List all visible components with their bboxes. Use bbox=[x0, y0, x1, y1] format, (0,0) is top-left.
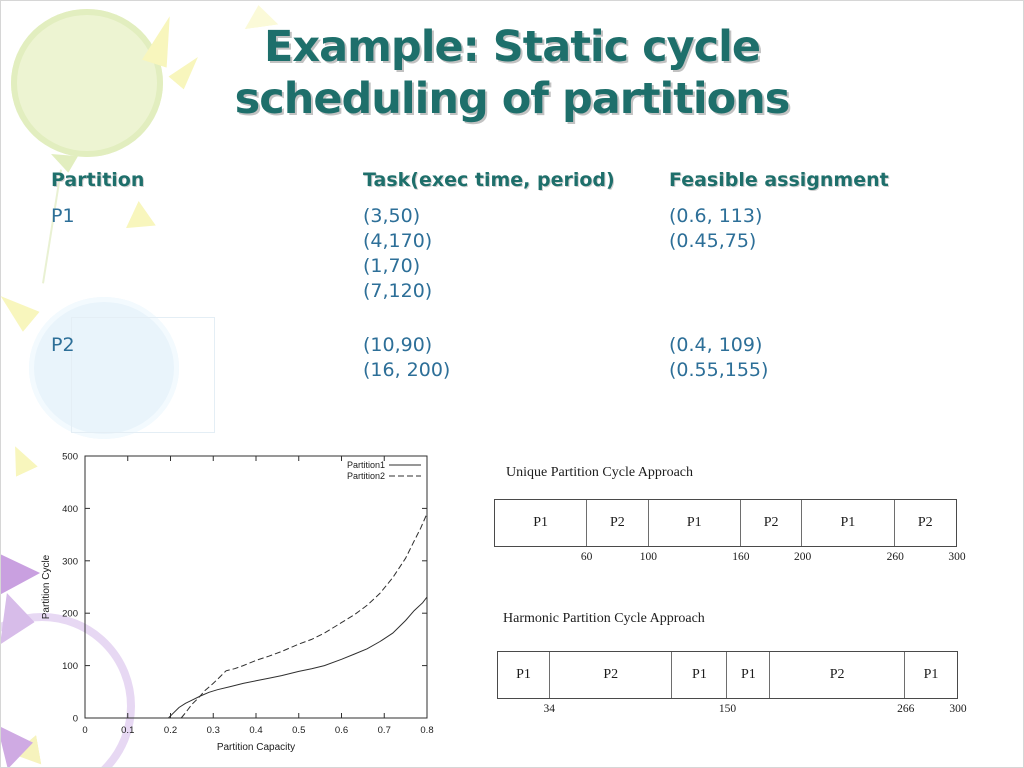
blue-balloon-decoration bbox=[29, 297, 179, 439]
task-cell: (3,50) (4,170) (1,70) (7,120) bbox=[363, 204, 432, 304]
task-cell: (10,90) (16, 200) bbox=[363, 333, 450, 383]
y-axis-label: Partition Cycle bbox=[41, 554, 52, 619]
legend-label: Partition2 bbox=[347, 471, 385, 481]
table-header-task: Task(exec time, period) bbox=[363, 169, 615, 191]
partition-cycle-chart: 0 0.1 0.2 0.3 0.4 0.5 0.6 0.7 0.8 0 100 200 300 400 50… bbox=[36, 446, 456, 761]
timeline-segment: P2 bbox=[770, 652, 905, 698]
timeline-segment: P1 bbox=[728, 652, 771, 698]
timeline-box: P1 P2 P1 P1 P2 P1 bbox=[497, 651, 958, 699]
x-tick-label: 0.8 bbox=[420, 725, 433, 736]
x-tick-label: 0.5 bbox=[292, 725, 305, 736]
timeline-tick-label: 200 bbox=[794, 551, 812, 563]
assignment-cell-line: (0.45,75) bbox=[669, 230, 757, 252]
series-line-partition1 bbox=[168, 596, 428, 719]
y-tick-label: 0 bbox=[73, 714, 78, 725]
x-tick-label: 0.6 bbox=[335, 725, 348, 736]
timeline-segment-label: P2 bbox=[829, 667, 845, 682]
timeline-segment: P1 bbox=[672, 652, 728, 698]
timeline-segment-label: P1 bbox=[923, 667, 939, 682]
yellow-ray-decoration bbox=[0, 286, 40, 332]
timeline-tick-label: 60 bbox=[580, 551, 593, 563]
y-tick-label: 500 bbox=[62, 452, 78, 463]
partition-cell: P1 bbox=[51, 204, 75, 229]
x-tick-label: 0.4 bbox=[249, 725, 262, 736]
legend-label: Partition1 bbox=[347, 460, 385, 470]
slide-title: Example: Static cycle scheduling of part… bbox=[1, 21, 1023, 125]
task-cell-line: (3,50) bbox=[363, 205, 421, 227]
x-tick-label: 0.3 bbox=[207, 725, 220, 736]
x-tick-label: 0.7 bbox=[378, 725, 391, 736]
timeline-tick-label: 34 bbox=[543, 703, 555, 715]
yellow-ray-decoration bbox=[4, 441, 38, 477]
harmonic-cycle-timeline: Harmonic Partition Cycle Approach P1 P2 P1… bbox=[497, 611, 967, 715]
timeline-segment: P1 bbox=[649, 500, 741, 546]
timeline-tick-label: 150 bbox=[718, 703, 737, 715]
timeline-ticks: 60 100 160 200 260 300 bbox=[494, 551, 966, 567]
assignment-cell: (0.4, 109) (0.55,155) bbox=[669, 333, 768, 383]
series-line-partition2 bbox=[180, 513, 428, 719]
timeline-box: P1 P2 P1 P2 P1 P2 bbox=[494, 499, 957, 547]
timeline-segment: P1 bbox=[498, 652, 551, 698]
task-cell-line: (1,70) bbox=[363, 255, 421, 277]
chart-canvas: 0 0.1 0.2 0.3 0.4 0.5 0.6 0.7 0.8 0 100 200 300 400 50… bbox=[41, 452, 434, 754]
partition-cell-line: P2 bbox=[51, 334, 75, 356]
assignment-cell-line: (0.6, 113) bbox=[669, 205, 763, 227]
timeline-segment: P2 bbox=[587, 500, 649, 546]
assignment-cell-line: (0.55,155) bbox=[669, 359, 769, 381]
timeline-tick-label: 260 bbox=[886, 551, 904, 563]
purple-balloon-decoration bbox=[1, 613, 135, 767]
timeline-segment-label: P2 bbox=[917, 515, 933, 530]
blue-square-decoration bbox=[71, 317, 215, 433]
task-cell-line: (10,90) bbox=[363, 334, 433, 356]
table-header-feasible: Feasible assignment bbox=[669, 169, 889, 191]
x-tick-label: 0 bbox=[82, 725, 87, 736]
timeline-segment-label: P1 bbox=[840, 515, 856, 530]
timeline-tick-label: 160 bbox=[732, 551, 750, 563]
timeline-segment-label: P2 bbox=[763, 515, 779, 530]
y-tick-label: 300 bbox=[62, 556, 78, 567]
x-axis-label: Partition Capacity bbox=[217, 742, 295, 753]
timeline-segment: P2 bbox=[550, 652, 673, 698]
timeline-title: Harmonic Partition Cycle Approach bbox=[503, 611, 705, 626]
timeline-segment: P1 bbox=[905, 652, 957, 698]
task-cell-line: (16, 200) bbox=[363, 359, 451, 381]
timeline-segment: P2 bbox=[895, 500, 956, 546]
y-tick-label: 200 bbox=[62, 609, 78, 620]
timeline-segment: P1 bbox=[495, 500, 588, 546]
x-tick-label: 0.2 bbox=[164, 725, 177, 736]
unique-cycle-timeline: Unique Partition Cycle Approach P1 P2 P1 P2… bbox=[494, 465, 966, 569]
slide-title-line2: scheduling of partitions bbox=[234, 74, 791, 124]
partition-cell: P2 bbox=[51, 333, 75, 358]
timeline-segment-label: P1 bbox=[741, 667, 756, 682]
timeline-tick-label: 100 bbox=[639, 551, 657, 563]
y-tick-label: 400 bbox=[62, 504, 78, 515]
green-balloon-decoration bbox=[11, 9, 163, 157]
timeline-segment-label: P1 bbox=[533, 515, 548, 530]
timeline-tick-label: 300 bbox=[948, 551, 966, 563]
task-cell-line: (7,120) bbox=[363, 280, 433, 302]
partition-cell-line: P1 bbox=[51, 205, 75, 227]
task-cell-line: (4,170) bbox=[363, 230, 433, 252]
y-tick-label: 100 bbox=[62, 661, 78, 672]
x-tick-label: 0.1 bbox=[121, 725, 134, 736]
timeline-segment: P1 bbox=[802, 500, 895, 546]
yellow-ray-decoration bbox=[126, 201, 162, 239]
timeline-ticks: 34 150 266 300 bbox=[497, 703, 966, 719]
timeline-tick-label: 266 bbox=[897, 703, 915, 715]
assignment-cell: (0.6, 113) (0.45,75) bbox=[669, 204, 762, 254]
assignment-cell-line: (0.4, 109) bbox=[669, 334, 763, 356]
timeline-segment-label: P2 bbox=[610, 515, 625, 530]
timeline-title: Unique Partition Cycle Approach bbox=[506, 465, 694, 480]
table-header-partition: Partition bbox=[51, 169, 145, 191]
timeline-segment: P2 bbox=[741, 500, 803, 546]
slide-title-line1: Example: Static cycle bbox=[264, 22, 761, 72]
timeline-tick-label: 300 bbox=[949, 703, 967, 715]
timeline-segment-label: P1 bbox=[692, 667, 707, 682]
timeline-segment-label: P1 bbox=[686, 515, 702, 530]
timeline-segment-label: P2 bbox=[603, 667, 619, 682]
plot-border bbox=[84, 455, 428, 719]
timeline-segment-label: P1 bbox=[516, 667, 531, 682]
